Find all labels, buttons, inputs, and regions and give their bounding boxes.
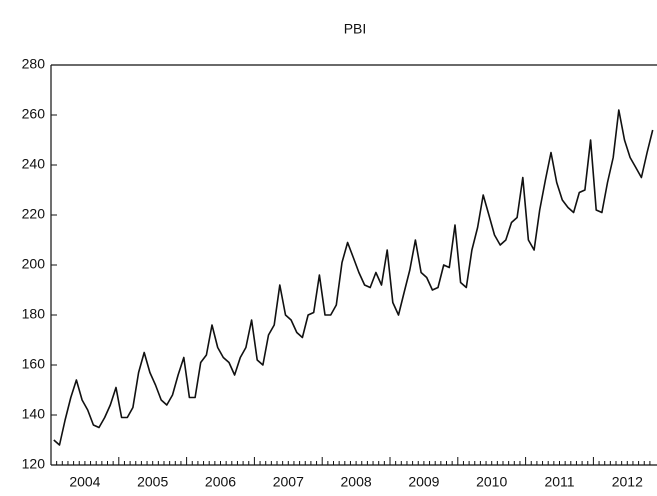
y-tick-label: 160	[22, 356, 46, 372]
x-tick-label: 2011	[544, 474, 574, 490]
y-tick-label: 240	[22, 156, 46, 172]
y-tick-label: 220	[22, 206, 46, 222]
y-tick-label: 140	[22, 406, 46, 422]
x-tick-label: 2007	[273, 474, 304, 490]
y-tick-label: 200	[22, 256, 46, 272]
x-tick-label: 2010	[476, 474, 507, 490]
x-tick-label: 2006	[205, 474, 236, 490]
data-line	[53, 109, 654, 446]
x-tick-label: 2009	[408, 474, 439, 490]
plot-frame	[50, 64, 657, 466]
x-tick-label: 2008	[341, 474, 372, 490]
y-tick-label: 260	[22, 106, 46, 122]
x-tick-label: 2004	[69, 474, 100, 490]
y-tick-label: 120	[22, 456, 46, 472]
x-tick-label: 2012	[612, 474, 643, 490]
chart-title: PBI	[344, 21, 367, 37]
x-tick-label: 2005	[137, 474, 168, 490]
y-tick-label: 280	[22, 56, 46, 72]
y-tick-label: 180	[22, 306, 46, 322]
